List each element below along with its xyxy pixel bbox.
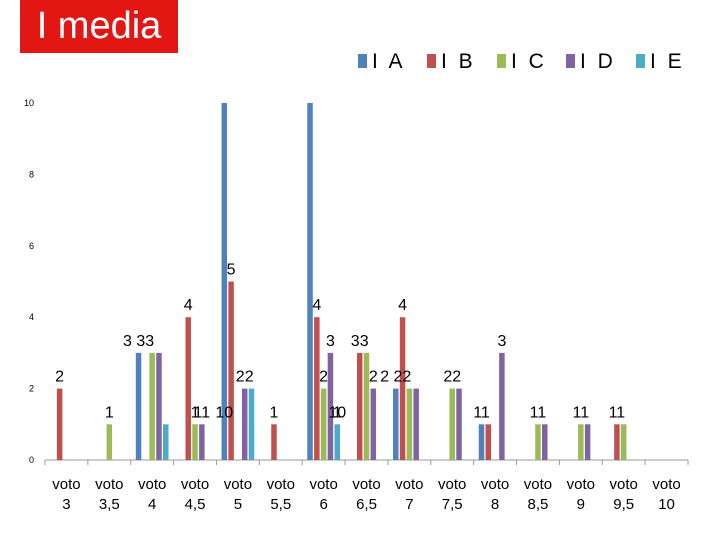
x-tick-label: voto 9: [567, 476, 595, 513]
legend-swatch: [566, 54, 575, 68]
data-label: 3: [326, 333, 335, 350]
legend-label: I D: [580, 50, 616, 73]
x-tick-label: voto 5,5: [267, 476, 295, 513]
data-label: 11: [573, 404, 590, 421]
bar-i-c: [620, 424, 627, 460]
bar-i-b: [228, 281, 234, 460]
bar-i-c: [406, 388, 413, 460]
x-tick-label: voto 9,5: [610, 476, 638, 513]
x-tick-label: voto 7: [395, 476, 423, 513]
bar-i-b: [271, 424, 277, 460]
x-tick-label: voto 6: [309, 476, 337, 513]
data-label: 10: [328, 404, 346, 421]
y-tick-label: 2: [29, 384, 34, 394]
legend-label: I B: [441, 50, 476, 73]
data-label: 1: [270, 404, 279, 421]
bar-i-c: [449, 388, 455, 460]
axes: 0 2 4 6 8 10 voto 3 voto 3,5 voto 4 voto 4,5 voto 5 voto…: [24, 98, 689, 513]
data-label: 10: [215, 404, 233, 421]
data-label: 2: [369, 369, 378, 386]
bar-i-b: [399, 317, 406, 460]
data-label: 11: [194, 404, 211, 421]
bars: [56, 103, 627, 460]
data-label: 4: [398, 297, 407, 314]
data-label: 4: [312, 297, 321, 314]
x-tick-label: voto 3: [52, 476, 80, 513]
data-label: 11: [530, 404, 547, 421]
bar-i-b: [614, 424, 620, 460]
bar-i-a: [221, 103, 228, 460]
data-label: 2: [319, 369, 328, 386]
bar-i-d: [370, 388, 377, 460]
bar-i-e: [248, 388, 255, 460]
data-label: 2 22: [380, 369, 411, 386]
x-tick-label: voto 8: [481, 476, 509, 513]
bar-i-d: [499, 352, 505, 460]
bar-i-b: [485, 424, 492, 460]
data-label: 4: [184, 297, 193, 314]
bar-i-b: [185, 317, 191, 460]
x-tick-label: voto 4: [138, 476, 166, 513]
data-label: 33: [351, 333, 369, 350]
data-label: 11: [609, 404, 626, 421]
x-tick-label: voto 10: [652, 476, 680, 513]
bar-i-b: [356, 352, 363, 460]
bar-i-d: [327, 352, 334, 460]
bar-i-c: [192, 424, 198, 460]
legend-label: I E: [650, 50, 685, 73]
bar-i-a: [307, 103, 313, 460]
data-label: 3: [497, 333, 506, 350]
bar-i-c: [363, 352, 370, 460]
data-label: 1: [191, 404, 200, 421]
bar-i-d: [156, 352, 162, 460]
bar-i-d: [413, 388, 419, 460]
legend-swatch: [497, 54, 506, 68]
legend-swatch: [427, 54, 436, 68]
data-label: 1: [105, 404, 114, 421]
bar-i-d: [199, 424, 205, 460]
y-tick-label: 0: [29, 455, 34, 465]
data-label: 5: [227, 262, 236, 279]
bar-i-c: [578, 424, 584, 460]
bar-i-b: [314, 317, 320, 460]
bar-i-d: [584, 424, 591, 460]
x-tick-label: voto 7,5: [438, 476, 466, 513]
bar-i-c: [320, 388, 327, 460]
x-tick-label: voto 3,5: [95, 476, 123, 513]
bar-i-d: [456, 388, 462, 460]
bar-i-a: [393, 388, 399, 460]
x-tick-label: voto 6,5: [352, 476, 380, 513]
y-tick-label: 4: [29, 312, 34, 322]
data-label: 22: [236, 369, 254, 386]
bar-i-c: [149, 352, 155, 460]
x-tick-label: voto 5: [224, 476, 252, 513]
bar-i-e: [334, 424, 340, 460]
x-tick-label: voto 4,5: [181, 476, 209, 513]
x-tick-label: voto 8,5: [524, 476, 552, 513]
y-tick-label: 8: [29, 169, 34, 179]
bar-i-a: [478, 424, 485, 460]
data-label: 1: [333, 404, 342, 421]
bar-i-e: [163, 424, 169, 460]
legend-label: I A: [372, 50, 406, 73]
data-label: 2: [55, 369, 64, 386]
chart-title: I media: [20, 0, 178, 53]
bar-i-d: [542, 424, 548, 460]
legend-label: I C: [511, 50, 547, 73]
data-label: 3 33: [123, 333, 154, 350]
data-label: 11: [473, 404, 490, 421]
legend-swatch: [636, 54, 645, 68]
y-tick-label: 6: [29, 241, 34, 251]
bar-i-d: [241, 388, 248, 460]
data-label: 22: [443, 369, 461, 386]
bar-i-c: [106, 424, 113, 460]
bar-i-b: [56, 388, 63, 460]
bar-i-a: [135, 352, 142, 460]
bar-i-c: [535, 424, 541, 460]
legend-swatch: [358, 54, 367, 68]
y-tick-label: 10: [24, 98, 34, 108]
